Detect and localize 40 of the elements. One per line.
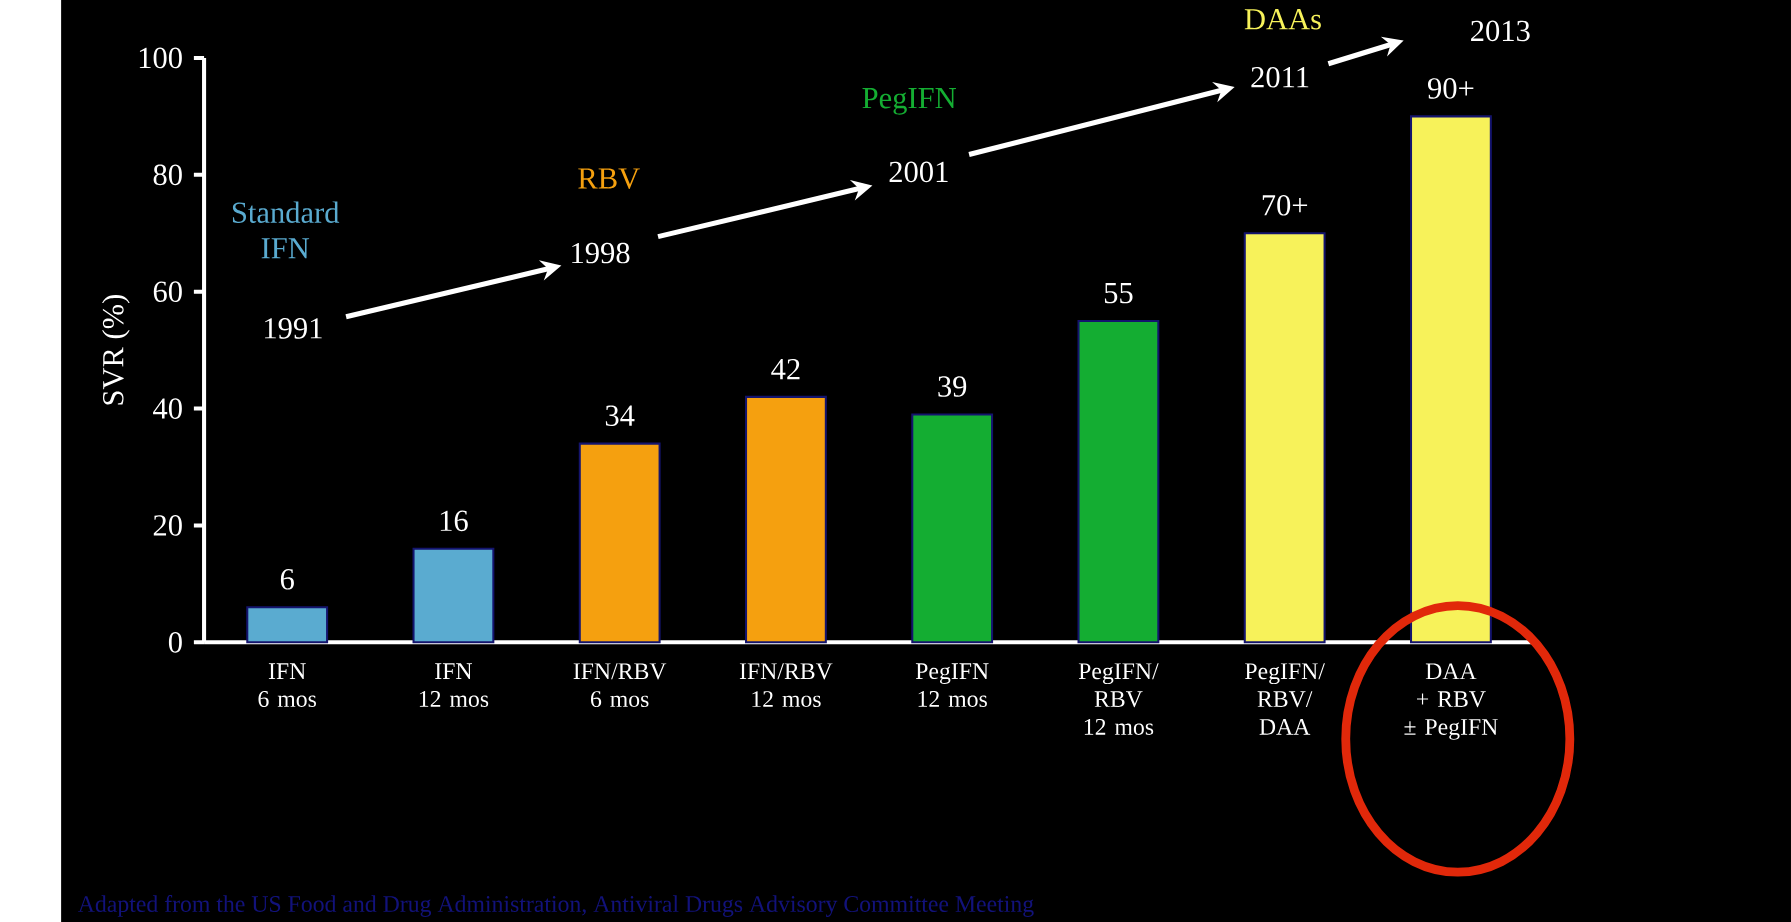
bar bbox=[1243, 232, 1326, 644]
bar bbox=[911, 413, 994, 644]
y-tick-label: 100 bbox=[139, 47, 182, 69]
text: 2013 bbox=[1471, 20, 1530, 42]
x-tick-label: PegIFN/ RBV/ DAA bbox=[1245, 663, 1325, 735]
y-axis-title: SVR (%) bbox=[102, 294, 130, 405]
data-label: 39 bbox=[938, 376, 967, 397]
annotation: PegIFN bbox=[862, 87, 956, 115]
text: Adapted from the US Food and Drug Administration, Antiviral Drugs Advisory Committee Meeting bbox=[77, 894, 1034, 917]
bar bbox=[745, 395, 827, 644]
data-label: 6 bbox=[280, 568, 294, 590]
bar bbox=[578, 442, 661, 644]
x-tick-label: IFN/RBV 6 mos bbox=[573, 663, 667, 707]
y-tick-label: 60 bbox=[153, 281, 182, 302]
data-label: 55 bbox=[1104, 282, 1133, 304]
x-tick-label: IFN 6 mos bbox=[258, 663, 316, 707]
x-tick-label: PegIFN/ RBV 12 mos bbox=[1078, 663, 1159, 735]
annotation: 2001 bbox=[889, 161, 948, 183]
data-label: 34 bbox=[605, 405, 635, 426]
annotation: 2011 bbox=[1251, 66, 1309, 88]
bar bbox=[246, 606, 329, 644]
bar bbox=[1077, 319, 1160, 644]
annotation: RBV bbox=[578, 168, 640, 189]
text: DAAs bbox=[1244, 8, 1321, 30]
y-tick-label: 0 bbox=[168, 631, 182, 653]
bar bbox=[412, 547, 495, 644]
x-tick-label: IFN/RBV 12 mos bbox=[739, 663, 833, 707]
data-label: 90+ bbox=[1427, 77, 1474, 99]
annotation: Standard IFN bbox=[232, 201, 340, 259]
x-tick-label: PegIFN 12 mos bbox=[915, 663, 989, 707]
y-tick-label: 80 bbox=[153, 164, 182, 185]
annotation: 1991 bbox=[265, 317, 322, 339]
data-label: 16 bbox=[440, 510, 468, 531]
annotation: 1998 bbox=[572, 242, 630, 264]
data-label: 70+ bbox=[1262, 194, 1308, 216]
x-tick-label: DAA + RBV ± PegIFN bbox=[1404, 663, 1498, 740]
y-tick-label: 20 bbox=[153, 514, 182, 536]
y-tick-label: 40 bbox=[153, 398, 182, 419]
data-label: 42 bbox=[771, 358, 800, 380]
x-tick-label: IFN 12 mos bbox=[419, 663, 489, 707]
